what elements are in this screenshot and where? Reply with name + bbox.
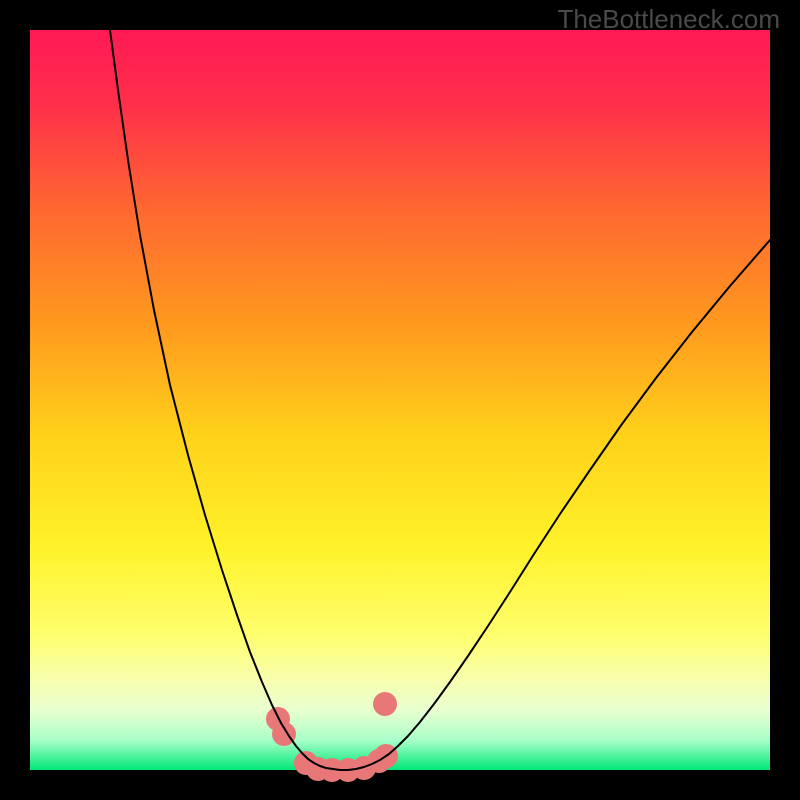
marker-dot (373, 692, 397, 716)
plot-area (30, 30, 770, 770)
watermark-text: TheBottleneck.com (557, 4, 780, 35)
bottleneck-curve (110, 30, 770, 770)
curve-layer (30, 30, 770, 770)
chart-frame: TheBottleneck.com (0, 0, 800, 800)
